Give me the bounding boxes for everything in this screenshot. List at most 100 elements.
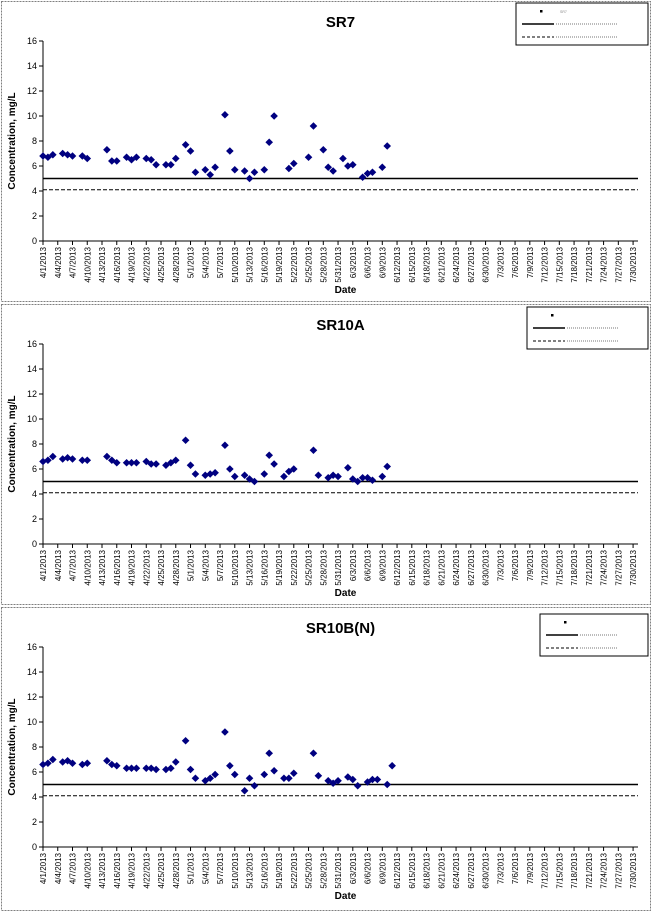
data-point — [162, 160, 170, 169]
chart-sr10bn: SR10B(N) 0 2 4 6 8 10 12 14 16 Concentration, mg/L… — [1, 607, 651, 911]
x-tick-label: 7/12/2013 — [541, 246, 550, 282]
data-point — [368, 476, 377, 485]
legend — [526, 306, 649, 350]
y-tick-label: 10 — [27, 414, 37, 424]
y-tick-label: 14 — [27, 364, 37, 374]
data-point — [309, 122, 318, 130]
x-tick-label: 6/24/2013 — [452, 549, 461, 585]
legend-marker — [551, 314, 554, 317]
x-tick-label: 6/27/2013 — [467, 549, 476, 585]
y-tick-label: 0 — [32, 539, 37, 549]
data-point — [314, 471, 323, 480]
data-point — [324, 163, 333, 172]
data-point — [108, 157, 116, 165]
data-point — [334, 472, 342, 481]
data-point — [319, 145, 328, 154]
data-point — [358, 173, 367, 182]
x-tick-label: 6/18/2013 — [423, 852, 432, 888]
y-tick-label: 8 — [32, 742, 37, 752]
y-tick-label: 2 — [32, 514, 37, 524]
data-point — [186, 147, 195, 155]
x-tick-label: 4/4/2013 — [54, 852, 63, 884]
x-tick-label: 4/13/2013 — [98, 246, 107, 282]
data-point — [171, 456, 180, 465]
data-point — [240, 167, 249, 175]
data-point — [211, 163, 219, 172]
x-tick-label: 4/22/2013 — [142, 246, 151, 282]
data-point — [324, 473, 333, 482]
x-tick-label: 5/16/2013 — [260, 246, 269, 282]
data-point — [78, 456, 87, 465]
y-tick-label: 16 — [27, 339, 37, 349]
x-tick-label: 5/7/2013 — [216, 549, 225, 581]
data-point — [167, 160, 175, 169]
x-tick-label: 6/3/2013 — [349, 246, 358, 278]
x-tick-label: 7/21/2013 — [585, 852, 594, 888]
x-tick-label: 4/7/2013 — [69, 852, 78, 884]
x-tick-label: 4/13/2013 — [98, 852, 107, 888]
x-tick-label: 6/15/2013 — [408, 246, 417, 282]
data-point — [112, 458, 121, 467]
x-axis-label: Date — [335, 588, 357, 599]
x-tick-label: 5/22/2013 — [290, 852, 299, 888]
data-point — [383, 142, 392, 150]
x-tick-label: 5/10/2013 — [231, 852, 240, 888]
x-tick-label: 4/1/2013 — [39, 246, 48, 278]
x-axis-label: Date — [335, 891, 357, 902]
chart-title: SR10A — [316, 317, 365, 334]
x-tick-label: 6/18/2013 — [423, 246, 432, 282]
data-point — [49, 452, 57, 461]
data-point — [240, 471, 249, 480]
x-tick-label: 4/1/2013 — [39, 852, 48, 884]
data-point — [221, 441, 229, 450]
y-tick-label: 16 — [27, 642, 37, 652]
data-point — [329, 471, 337, 480]
x-tick-label: 5/1/2013 — [187, 549, 196, 581]
chart-frame — [1, 607, 651, 911]
x-tick-label: 7/24/2013 — [600, 549, 609, 585]
data-point — [353, 477, 362, 486]
data-point — [368, 168, 377, 177]
data-point — [289, 465, 298, 473]
data-point — [181, 436, 190, 445]
x-tick-label: 6/27/2013 — [467, 852, 476, 888]
data-point — [191, 470, 200, 478]
data-point — [250, 477, 259, 486]
x-tick-label: 5/25/2013 — [305, 852, 314, 888]
x-tick-label: 5/19/2013 — [275, 852, 284, 888]
data-point — [348, 160, 357, 169]
chart-title: SR7 — [326, 14, 355, 31]
x-tick-label: 5/19/2013 — [275, 549, 284, 585]
x-tick-label: 4/16/2013 — [113, 852, 122, 888]
x-tick-label: 6/6/2013 — [364, 549, 373, 581]
x-tick-label: 7/12/2013 — [541, 549, 550, 585]
x-tick-label: 4/13/2013 — [98, 549, 107, 585]
x-tick-label: 4/4/2013 — [54, 246, 63, 278]
data-point — [339, 154, 347, 163]
y-tick-label: 0 — [32, 842, 37, 852]
chart-sr7: SR7 SR7 0 2 4 6 8 10 12 14 16 Concentration, mg/L 4/… — [1, 1, 651, 302]
data-point — [181, 140, 190, 149]
data-point — [280, 472, 288, 481]
data-point — [250, 168, 259, 177]
data-point — [309, 446, 318, 455]
x-tick-label: 5/31/2013 — [334, 246, 343, 282]
data-point — [329, 167, 337, 175]
data-point — [378, 163, 387, 172]
x-tick-label: 5/31/2013 — [334, 852, 343, 888]
x-tick-label: 5/1/2013 — [187, 246, 196, 278]
data-point — [221, 110, 229, 119]
data-point — [265, 451, 273, 460]
x-tick-label: 6/27/2013 — [467, 246, 476, 282]
x-tick-label: 5/7/2013 — [216, 246, 225, 278]
data-point — [122, 458, 131, 467]
data-point — [260, 165, 269, 174]
y-tick-label: 14 — [27, 667, 37, 677]
x-tick-label: 4/25/2013 — [157, 246, 166, 282]
legend-label: SR7 — [560, 10, 567, 14]
data-point — [68, 455, 77, 463]
x-tick-label: 7/18/2013 — [570, 549, 579, 585]
data-point — [132, 153, 141, 162]
data-point — [103, 145, 111, 154]
